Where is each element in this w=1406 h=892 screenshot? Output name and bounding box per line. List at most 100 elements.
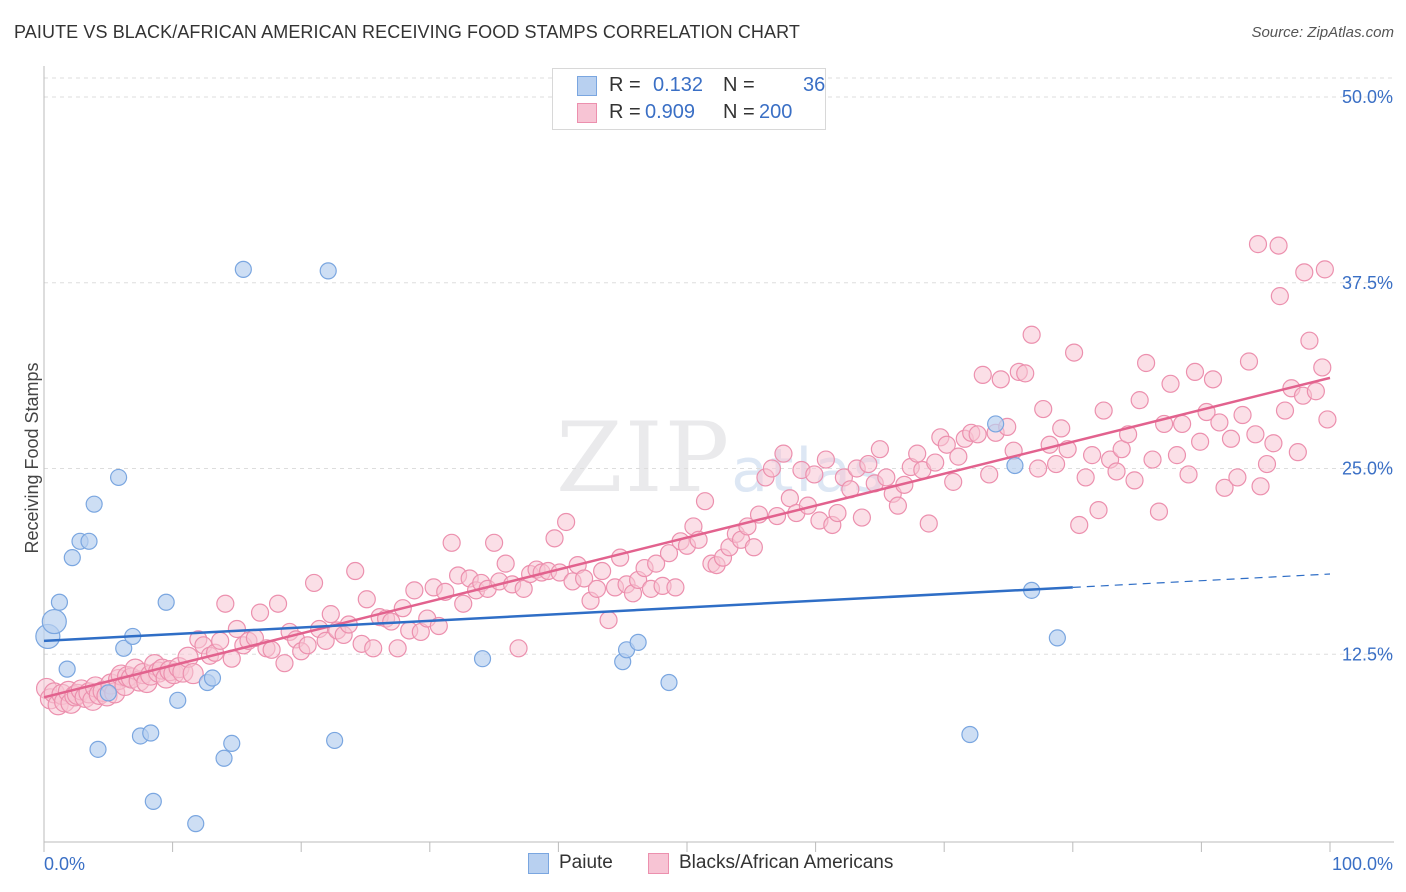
data-point-black xyxy=(485,533,504,552)
data-point-black xyxy=(1149,502,1169,521)
data-point-paiute xyxy=(58,660,76,678)
data-point-black xyxy=(1167,446,1187,465)
data-point-black xyxy=(346,561,365,581)
data-point-black xyxy=(1315,260,1334,279)
data-point-black xyxy=(388,639,407,658)
data-point-black xyxy=(666,578,685,597)
data-point-black xyxy=(1046,454,1066,474)
data-point-black xyxy=(250,603,270,622)
data-point-paiute xyxy=(85,495,103,513)
data-point-black xyxy=(852,508,871,527)
data-point-paiute xyxy=(63,549,81,567)
data-point-black xyxy=(870,440,890,459)
data-point-black xyxy=(216,594,235,613)
y-tick-label: 25.0% xyxy=(1342,459,1393,479)
data-point-paiute xyxy=(629,633,647,651)
data-point-black xyxy=(316,631,335,650)
data-point-black xyxy=(182,662,204,685)
y-tick-label: 50.0% xyxy=(1342,87,1393,107)
data-point-black xyxy=(575,569,594,588)
data-point-black xyxy=(496,554,515,573)
bottom-legend-label-paiute: Paiute xyxy=(559,852,613,873)
x-tick-label: 0.0% xyxy=(44,854,85,874)
data-point-black xyxy=(774,444,793,463)
data-point-black xyxy=(587,579,607,598)
data-point-black xyxy=(1070,515,1089,535)
data-point-black xyxy=(304,573,324,593)
data-point-black xyxy=(268,594,288,613)
data-point-paiute xyxy=(157,593,175,611)
data-point-black xyxy=(949,447,968,466)
data-point-paiute xyxy=(961,725,979,744)
data-point-black xyxy=(1089,501,1108,520)
source-credit: Source: ZipAtlas.com xyxy=(1251,24,1394,41)
data-point-paiute xyxy=(1048,629,1066,647)
data-point-paiute xyxy=(223,734,241,753)
trend-line-paiute xyxy=(43,586,1073,643)
data-point-black xyxy=(1064,343,1084,362)
x-tick-label: 100.0% xyxy=(1332,854,1393,874)
data-point-black xyxy=(509,639,528,658)
data-point-black xyxy=(1173,414,1192,434)
data-point-black xyxy=(557,512,576,532)
data-point-black xyxy=(859,454,878,474)
data-point-black xyxy=(1221,429,1241,448)
bottom-legend-swatch-paiute xyxy=(528,853,549,874)
data-point-black xyxy=(888,496,908,515)
y-tick-label: 37.5% xyxy=(1342,273,1393,293)
legend-n-value: 36 xyxy=(803,74,826,96)
data-point-black xyxy=(1107,462,1126,481)
data-point-black xyxy=(647,554,666,573)
data-point-black xyxy=(1191,432,1210,451)
data-point-black xyxy=(762,459,781,478)
data-point-black xyxy=(968,425,987,444)
data-point-paiute xyxy=(319,262,337,280)
data-point-paiute xyxy=(41,608,67,635)
data-point-black xyxy=(1137,353,1156,373)
data-point-black xyxy=(828,503,847,523)
legend-r-label: R = xyxy=(609,101,641,123)
data-point-paiute xyxy=(115,639,133,657)
data-point-black xyxy=(1016,364,1035,383)
data-point-black xyxy=(1161,374,1180,393)
data-point-black xyxy=(926,453,945,472)
legend-swatch-paiute xyxy=(577,76,597,96)
data-point-black xyxy=(1288,443,1307,462)
data-point-black xyxy=(1082,446,1102,465)
chart-title: PAIUTE VS BLACK/AFRICAN AMERICAN RECEIVI… xyxy=(14,22,800,42)
trend-line-paiute-extension xyxy=(1072,573,1331,588)
data-point-paiute xyxy=(142,724,160,742)
data-point-black xyxy=(1210,413,1229,432)
data-point-black xyxy=(1248,235,1268,254)
data-point-black xyxy=(321,605,340,624)
data-point-black xyxy=(877,468,896,487)
y-tick-label: 12.5% xyxy=(1342,644,1393,664)
data-point-black xyxy=(973,365,992,384)
data-point-paiute xyxy=(144,792,162,810)
data-point-black xyxy=(1215,478,1234,497)
legend-r-label: R = xyxy=(609,74,641,96)
data-point-black xyxy=(1246,425,1265,444)
data-point-black xyxy=(1040,435,1059,454)
data-point-black xyxy=(1300,331,1319,350)
data-point-black xyxy=(1179,465,1198,484)
data-point-black xyxy=(744,538,763,557)
data-point-black xyxy=(937,435,956,454)
trend-line-black xyxy=(43,376,1331,699)
data-point-black xyxy=(1185,362,1205,382)
data-point-paiute xyxy=(80,532,98,550)
data-point-black xyxy=(695,492,715,511)
data-point-black xyxy=(357,590,376,609)
data-point-paiute xyxy=(187,815,205,833)
data-point-black xyxy=(1094,401,1113,420)
legend-swatch-black xyxy=(577,103,597,123)
data-point-black xyxy=(1239,352,1259,371)
data-point-black xyxy=(442,533,461,552)
data-point-paiute xyxy=(169,691,187,709)
data-point-paiute xyxy=(89,740,107,758)
data-point-black xyxy=(599,610,618,630)
data-point-black xyxy=(1318,410,1337,429)
stats-legend: R = 0.132 N = 36 R = 0.909 N = 200 xyxy=(552,68,826,130)
data-point-black xyxy=(405,581,424,600)
data-point-black xyxy=(1264,434,1283,453)
